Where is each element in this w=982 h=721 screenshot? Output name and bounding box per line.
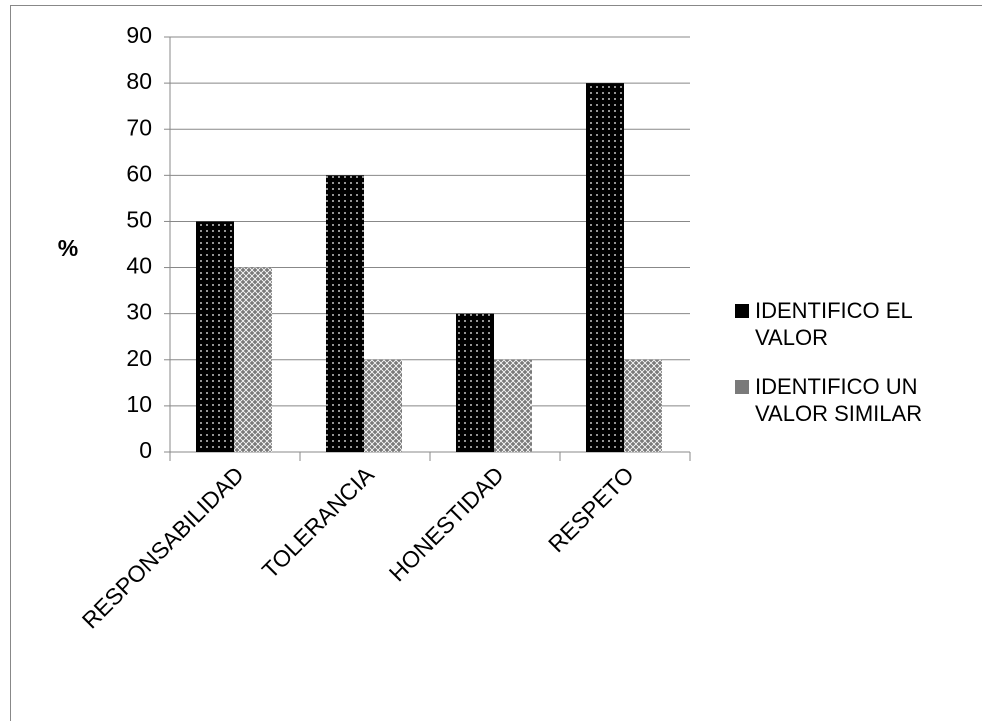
y-tick-label: 80 [126,68,152,94]
bar [456,313,494,452]
bar [624,359,662,452]
x-tick-label: RESPETO [543,461,639,557]
legend-label: IDENTIFICO UN VALOR SIMILAR [755,374,923,426]
bar [364,359,402,452]
y-tick-label: 60 [126,160,152,186]
bar [586,83,624,452]
y-tick-label: 10 [126,391,152,417]
y-tick-label: 70 [126,114,152,140]
bar [326,175,364,453]
x-tick-label: TOLERANCIA [257,461,379,583]
legend-swatch [735,304,749,318]
frame [10,5,982,721]
legend-entry: IDENTIFICO UN VALOR SIMILAR [735,373,975,427]
bar [494,359,532,452]
y-tick-label: 40 [126,253,152,279]
legend-swatch [735,380,749,394]
y-axis-label: % [58,235,78,261]
y-tick-label: 30 [126,299,152,325]
x-tick-label: RESPONSABILIDAD [77,461,249,633]
y-tick-label: 20 [126,345,152,371]
y-tick-label: 0 [139,437,152,463]
legend-label: IDENTIFICO EL VALOR [755,298,912,350]
y-tick-label: 90 [126,22,152,48]
legend-entry: IDENTIFICO EL VALOR [735,297,975,351]
y-tick-label: 50 [126,207,152,233]
bar [196,221,234,452]
bar [234,267,272,452]
x-tick-label: HONESTIDAD [384,461,509,586]
